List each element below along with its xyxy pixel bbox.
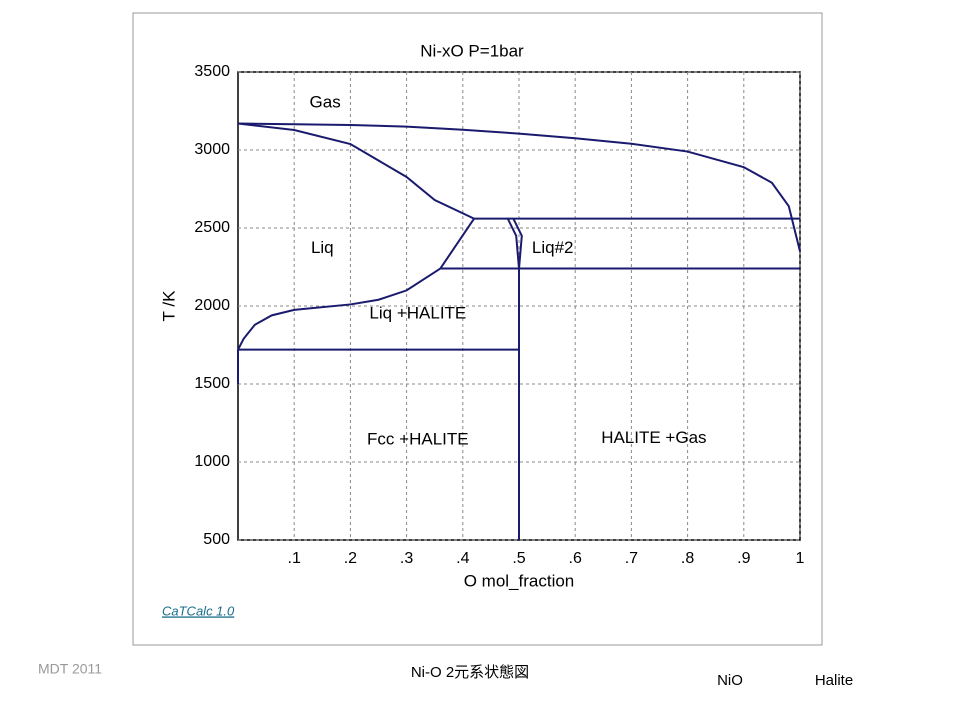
region-label: Gas <box>310 93 341 112</box>
chart-title: Ni-xO P=1bar <box>420 41 524 60</box>
x-tick-label: .4 <box>456 550 469 567</box>
x-tick-label: .8 <box>681 550 694 567</box>
y-tick-label: 3000 <box>194 141 230 158</box>
region-label: Liq#2 <box>532 238 574 257</box>
region-label: Fcc +HALITE <box>367 430 469 449</box>
y-tick-label: 500 <box>203 531 230 548</box>
phase-boundary <box>512 218 523 269</box>
y-tick-label: 2500 <box>194 219 230 236</box>
x-tick-label: .1 <box>288 550 301 567</box>
software-link[interactable]: CaTCalc 1.0 <box>162 603 235 618</box>
credit: MDT 2011 <box>38 661 102 677</box>
region-label: Liq <box>311 238 334 257</box>
y-tick-label: 2000 <box>194 297 230 314</box>
y-tick-label: 1500 <box>194 375 230 392</box>
region-label: Liq +HALITE <box>369 303 466 322</box>
x-tick-label: .7 <box>625 550 638 567</box>
x-axis-label: O mol_fraction <box>464 571 575 590</box>
compound: NiO <box>717 672 743 689</box>
y-tick-label: 3500 <box>194 63 230 80</box>
phase-boundary <box>237 122 801 252</box>
x-tick-label: .9 <box>737 550 750 567</box>
y-axis-label: T /K <box>159 290 178 322</box>
x-tick-label: .6 <box>569 550 582 567</box>
structure: Halite <box>815 672 853 689</box>
caption: Ni-O 2元系状態図 <box>411 664 529 681</box>
phase-boundary <box>237 122 475 220</box>
y-tick-label: 1000 <box>194 453 230 470</box>
phase-boundary <box>506 218 520 269</box>
x-tick-label: 1 <box>796 550 805 567</box>
phase-boundary <box>237 267 441 351</box>
x-tick-label: .2 <box>344 550 357 567</box>
region-label: HALITE +Gas <box>601 428 706 447</box>
chart-frame <box>132 12 823 646</box>
x-tick-label: .5 <box>512 550 525 567</box>
phase-boundary <box>439 218 475 270</box>
x-tick-label: .3 <box>400 550 413 567</box>
